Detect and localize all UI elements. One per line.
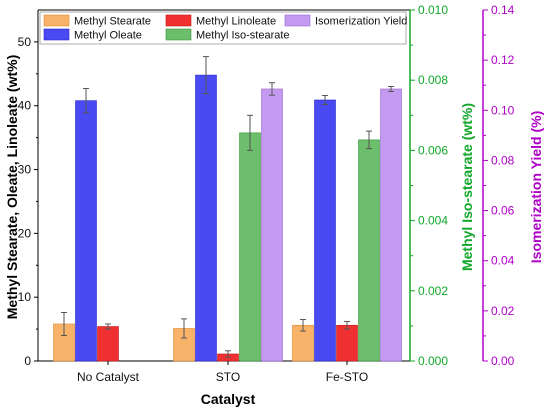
right2-axis-title: Isomerization Yield (%) (528, 111, 544, 263)
x-axis-tick-label: No Catalyst (77, 370, 140, 384)
bar (380, 88, 402, 362)
right1-axis-tick-label: 0.006 (418, 143, 448, 157)
bar (195, 74, 217, 362)
x-axis-title: Catalyst (201, 391, 256, 407)
legend-label: Methyl Iso-stearate (196, 30, 290, 42)
bar (97, 326, 119, 362)
right2-axis-tick-label: 0.02 (491, 304, 515, 318)
right2-axis-tick-label: 0.12 (491, 53, 515, 67)
left-axis-tick-label: 40 (18, 99, 32, 113)
legend-label: Isomerization Yield (315, 16, 407, 28)
legend-label: Methyl Oleate (74, 30, 142, 42)
left-axis-title: Methyl Stearate, Oleate, Linoleate (wt%) (4, 55, 20, 320)
axes-layer: 0 10 20 30 40 50 0.000 0.002 0.004 0.006 0.008 0.01… (18, 3, 515, 384)
left-axis-tick-label: 10 (18, 290, 32, 304)
bar (75, 100, 97, 362)
right1-axis-tick-label: 0.002 (418, 284, 448, 298)
x-axis-tick-label: STO (216, 370, 240, 384)
legend-label: Methyl Linoleate (196, 16, 276, 28)
bar (358, 139, 380, 362)
legend: Methyl Stearate Methyl Oleate Methyl Linol… (39, 11, 407, 45)
left-axis-tick-label: 30 (18, 163, 32, 177)
right2-axis-tick-label: 0.08 (491, 153, 515, 167)
right2-axis-tick-label: 0.10 (491, 103, 515, 117)
right2-axis-tick-label: 0.04 (491, 254, 515, 268)
legend-swatch (165, 28, 192, 41)
legend-swatch (43, 28, 70, 41)
right1-axis-tick-label: 0.008 (418, 73, 448, 87)
left-axis-tick-label: 0 (24, 354, 31, 368)
right1-axis-tick-label: 0.000 (418, 354, 448, 368)
legend-swatch (284, 14, 311, 27)
left-axis-tick-label: 20 (18, 226, 32, 240)
right1-axis-tick-label: 0.004 (418, 214, 448, 228)
bar (314, 99, 336, 362)
legend-swatch (165, 14, 192, 27)
bar (336, 324, 358, 362)
legend-box (39, 11, 407, 45)
x-axis-tick-label: Fe-STO (326, 370, 368, 384)
right1-axis-title: Methyl Iso-stearate (wt%) (459, 103, 475, 271)
bars-layer (53, 56, 402, 362)
right1-axis-tick-label: 0.010 (418, 3, 448, 17)
bar (239, 132, 261, 362)
right2-axis-tick-label: 0.06 (491, 204, 515, 218)
bar (261, 88, 283, 362)
legend-swatch (43, 14, 70, 27)
left-axis-tick-label: 50 (18, 35, 32, 49)
legend-label: Methyl Stearate (74, 16, 151, 28)
right2-axis-tick-label: 0.14 (491, 3, 515, 17)
right2-axis-tick-label: 0.00 (491, 354, 515, 368)
